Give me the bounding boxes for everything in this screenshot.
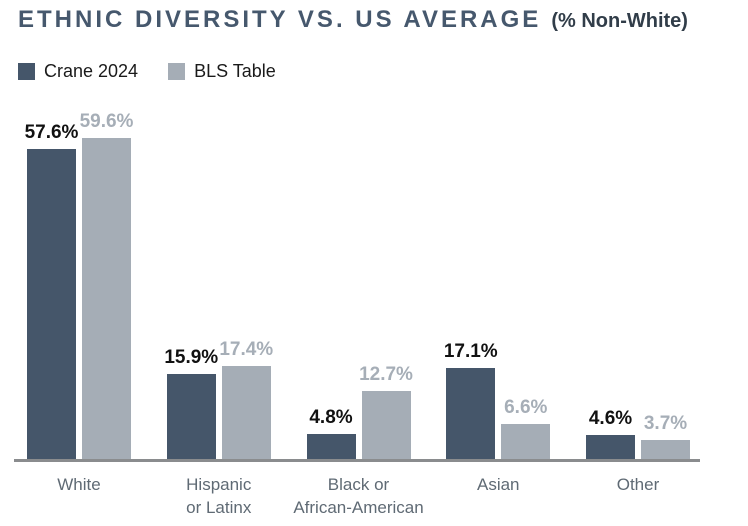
- bar-value-label: 15.9%: [164, 347, 219, 368]
- bar-column-bls-table: 3.7%: [641, 413, 690, 460]
- category-label: Asian: [476, 475, 520, 494]
- bar-column-crane-2024: 57.6%: [24, 122, 79, 460]
- legend: Crane 2024 BLS Table: [18, 61, 276, 82]
- bar-group: 17.1% 6.6% Asian: [443, 341, 551, 494]
- bar-value-label: 57.6%: [24, 122, 79, 143]
- bar-value-label: 17.1%: [443, 341, 498, 362]
- bar-bls-table: [501, 424, 551, 460]
- category-label: White: [57, 475, 101, 494]
- legend-swatch: [18, 63, 35, 80]
- bar-column-bls-table: 12.7%: [359, 364, 413, 460]
- bar-value-label: 6.6%: [504, 397, 548, 418]
- bar-bls-table: [82, 138, 131, 460]
- bar-column-crane-2024: 4.8%: [306, 407, 356, 460]
- category-label: Hispanic or Latinx: [186, 475, 252, 517]
- bar-value-label: 4.8%: [309, 407, 353, 428]
- bar-group: 15.9% 17.4% Hispanic or Latinx: [164, 339, 274, 517]
- bar-crane-2024: [446, 368, 496, 460]
- legend-item-bls-table: BLS Table: [168, 61, 276, 82]
- bar-column-crane-2024: 15.9%: [164, 347, 219, 460]
- x-axis-line: [14, 459, 700, 462]
- bar-value-label: 12.7%: [359, 364, 413, 385]
- bar-bls-table: [641, 440, 690, 460]
- bar-value-label: 17.4%: [219, 339, 274, 360]
- bar-value-label: 4.6%: [588, 408, 633, 429]
- legend-label: Crane 2024: [44, 61, 139, 81]
- bar-group: 4.8% 12.7% Black or African-American: [293, 364, 423, 517]
- bar-column-bls-table: 17.4%: [219, 339, 274, 460]
- bar-column-crane-2024: 17.1%: [443, 341, 498, 460]
- bar-crane-2024: [306, 434, 356, 460]
- bar-value-label: 3.7%: [643, 413, 688, 434]
- bar-crane-2024: [27, 149, 76, 460]
- legend-item-crane-2024: Crane 2024: [18, 61, 138, 82]
- bar-crane-2024: [586, 435, 635, 460]
- legend-swatch: [168, 63, 186, 80]
- bar-crane-2024: [166, 374, 216, 460]
- category-label: Other: [616, 475, 660, 494]
- bar-group: 4.6% 3.7% Other: [586, 408, 690, 494]
- bar-chart: 57.6% 59.6% White 15.9% 17.4% Hispanic or Lati…: [24, 100, 690, 517]
- bar-column-crane-2024: 4.6%: [586, 408, 635, 460]
- bar-column-bls-table: 6.6%: [501, 397, 551, 460]
- bar-value-label: 59.6%: [79, 111, 134, 132]
- bar-column-bls-table: 59.6%: [79, 111, 134, 460]
- category-label: Black or African-American: [293, 475, 424, 517]
- bar-bls-table: [361, 391, 411, 460]
- bar-bls-table: [221, 366, 271, 460]
- chart-subtitle: (% Non-White): [551, 10, 688, 32]
- chart-title: ETHNIC DIVERSITY VS. US AVERAGE: [18, 6, 542, 33]
- bar-group: 57.6% 59.6% White: [24, 111, 134, 494]
- legend-label: BLS Table: [194, 61, 276, 81]
- chart-header: ETHNIC DIVERSITY VS. US AVERAGE (% Non-Wh…: [18, 6, 688, 34]
